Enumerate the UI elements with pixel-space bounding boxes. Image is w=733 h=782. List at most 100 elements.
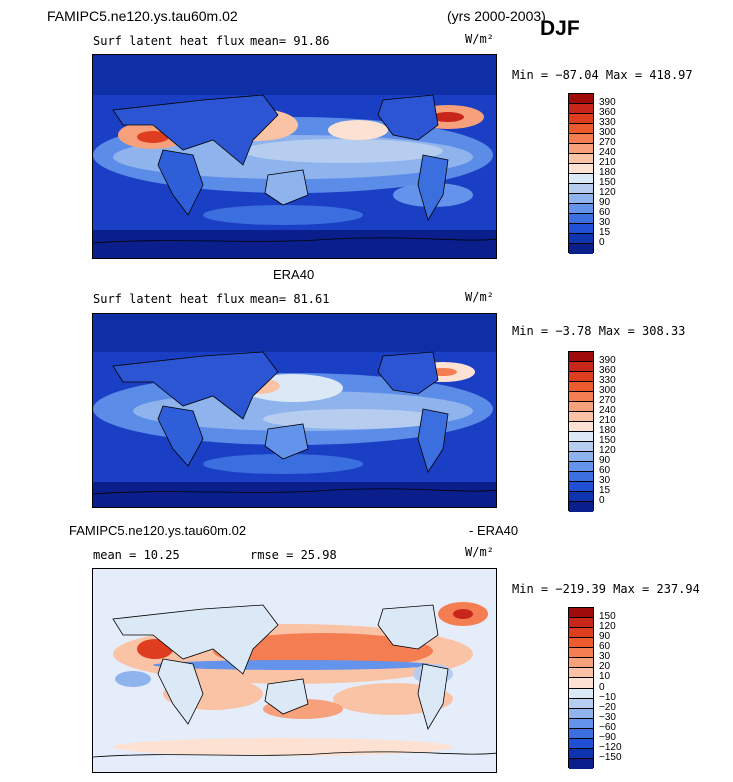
panel2-minmax: Min = −3.78 Max = 308.33	[512, 324, 686, 338]
colorbar-tick-label: 0	[599, 237, 605, 248]
colorbar-swatch	[569, 648, 593, 659]
colorbar-tick-label: 150	[599, 177, 616, 188]
panel1-units: W/m²	[465, 32, 494, 46]
panel3-units: W/m²	[465, 545, 494, 559]
colorbar-tick-label: 300	[599, 127, 616, 138]
colorbar-tick-label: 330	[599, 375, 616, 386]
colorbar-swatch	[569, 94, 593, 104]
panel1-minmax: Min = −87.04 Max = 418.97	[512, 68, 693, 82]
colorbar-tick-label: 60	[599, 465, 611, 476]
colorbar-swatch	[569, 402, 593, 412]
colorbar-tick-label: 90	[599, 631, 611, 643]
colorbar-swatch	[569, 372, 593, 382]
panel1-map	[92, 54, 497, 259]
colorbar-swatch	[569, 382, 593, 392]
colorbar-swatch	[569, 134, 593, 144]
colorbar-swatch	[569, 392, 593, 402]
colorbar-tick-label: 120	[599, 621, 616, 633]
model-title: FAMIPC5.ne120.ys.tau60m.02	[47, 8, 238, 24]
colorbar-swatch	[569, 628, 593, 639]
colorbar-swatch	[569, 708, 593, 719]
panel2-mean: mean= 81.61	[250, 292, 330, 306]
panel1-variable: Surf latent heat flux	[93, 34, 245, 48]
colorbar-tick-label: 270	[599, 395, 616, 406]
years-label: (yrs 2000-2003)	[447, 8, 546, 24]
colorbar-swatch	[569, 104, 593, 114]
colorbar-tick-label: 210	[599, 157, 616, 168]
colorbar-tick-label: 60	[599, 641, 611, 653]
colorbar-tick-label: 10	[599, 671, 611, 683]
colorbar-swatch	[569, 114, 593, 124]
colorbar-swatch	[569, 618, 593, 629]
panel3-rmse: rmse = 25.98	[250, 548, 337, 562]
colorbar-tick-label: −150	[599, 751, 622, 763]
panel3-mean: mean = 10.25	[93, 548, 180, 562]
colorbar-swatch	[569, 728, 593, 739]
panel2-title: ERA40	[273, 267, 315, 282]
colorbar-tick-label: −10	[599, 691, 616, 703]
colorbar-tick-label: 240	[599, 405, 616, 416]
colorbar-swatch	[569, 124, 593, 134]
colorbar-swatch	[569, 678, 593, 689]
colorbar-swatch	[569, 154, 593, 164]
colorbar-swatch	[569, 688, 593, 699]
colorbar-tick-label: 150	[599, 435, 616, 446]
panel1-mean: mean= 91.86	[250, 34, 330, 48]
colorbar-tick-label: 15	[599, 485, 611, 496]
colorbar-tick-label: 90	[599, 455, 611, 466]
panel3-colorbar	[568, 607, 594, 769]
colorbar-tick-label: −20	[599, 701, 616, 713]
panel3-map	[92, 568, 497, 773]
colorbar-swatch	[569, 698, 593, 709]
colorbar-tick-label: 60	[599, 207, 611, 218]
colorbar-swatch	[569, 432, 593, 442]
colorbar-tick-label: 210	[599, 415, 616, 426]
colorbar-tick-label: 240	[599, 147, 616, 158]
colorbar-tick-label: 150	[599, 611, 616, 623]
colorbar-swatch	[569, 502, 593, 512]
colorbar-swatch	[569, 442, 593, 452]
colorbar-swatch	[569, 194, 593, 204]
colorbar-tick-label: 360	[599, 107, 616, 118]
colorbar-tick-label: −30	[599, 711, 616, 723]
colorbar-tick-label: −120	[599, 741, 622, 753]
colorbar-swatch	[569, 422, 593, 432]
colorbar-swatch	[569, 174, 593, 184]
colorbar-swatch	[569, 758, 593, 769]
colorbar-swatch	[569, 718, 593, 729]
colorbar-tick-label: 15	[599, 227, 611, 238]
colorbar-tick-label: −60	[599, 721, 616, 733]
season-label: DJF	[540, 17, 580, 40]
colorbar-swatch	[569, 204, 593, 214]
panel3-title-right: - ERA40	[469, 523, 519, 538]
colorbar-tick-label: 300	[599, 385, 616, 396]
colorbar-swatch	[569, 462, 593, 472]
colorbar-tick-label: 120	[599, 445, 616, 456]
panel2-units: W/m²	[465, 290, 494, 304]
colorbar-tick-label: −90	[599, 731, 616, 743]
colorbar-swatch	[569, 164, 593, 174]
panel2-map	[92, 313, 497, 508]
colorbar-swatch	[569, 608, 593, 619]
colorbar-tick-label: 30	[599, 217, 611, 228]
colorbar-tick-label: 390	[599, 97, 616, 108]
colorbar-swatch	[569, 452, 593, 462]
colorbar-tick-label: 90	[599, 197, 611, 208]
colorbar-swatch	[569, 362, 593, 372]
colorbar-swatch	[569, 658, 593, 669]
colorbar-tick-label: 180	[599, 425, 616, 436]
colorbar-swatch	[569, 748, 593, 759]
colorbar-tick-label: 120	[599, 187, 616, 198]
colorbar-swatch	[569, 244, 593, 254]
panel2-colorbar	[568, 351, 594, 512]
colorbar-tick-label: 30	[599, 475, 611, 486]
panel3-title-left: FAMIPC5.ne120.ys.tau60m.02	[69, 523, 247, 538]
colorbar-tick-label: 20	[599, 661, 611, 673]
colorbar-swatch	[569, 144, 593, 154]
colorbar-swatch	[569, 472, 593, 482]
colorbar-swatch	[569, 482, 593, 492]
colorbar-tick-label: 360	[599, 365, 616, 376]
colorbar-swatch	[569, 638, 593, 649]
colorbar-swatch	[569, 412, 593, 422]
panel3-minmax: Min = −219.39 Max = 237.94	[512, 582, 700, 596]
